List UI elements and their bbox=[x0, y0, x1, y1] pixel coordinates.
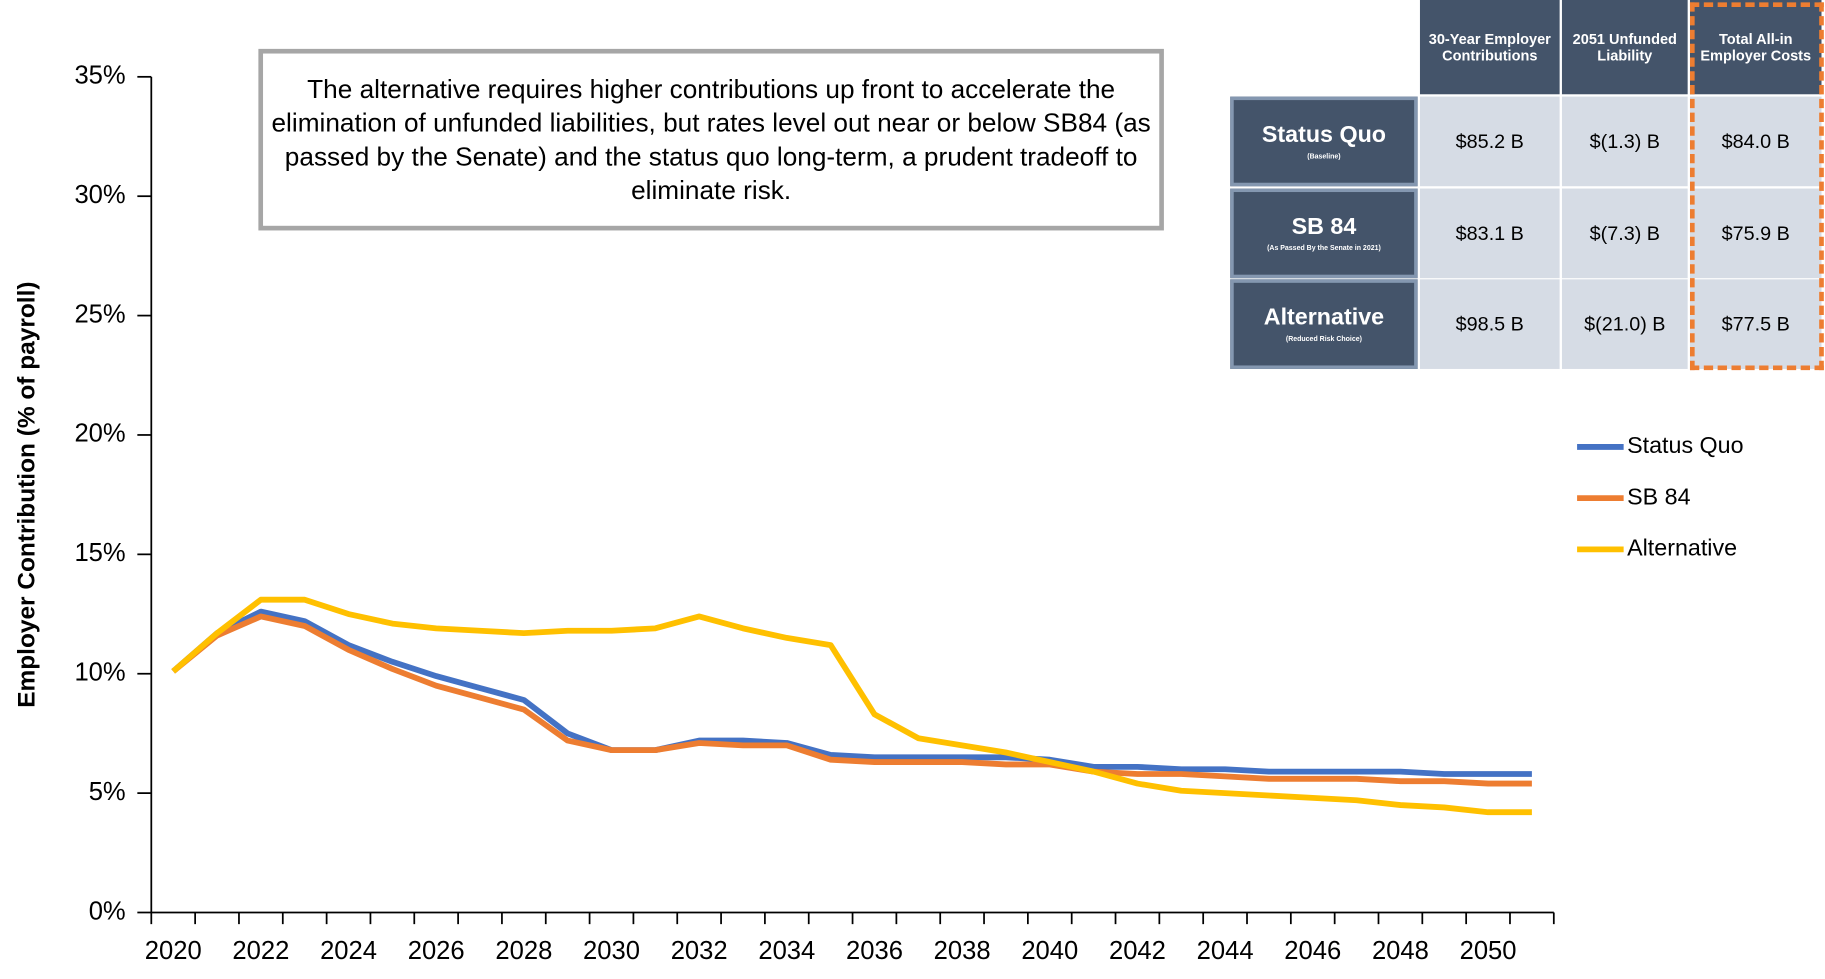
table-cell: $83.1 B bbox=[1419, 188, 1560, 279]
x-tick-label: 2046 bbox=[1284, 937, 1341, 965]
x-tick-label: 2044 bbox=[1197, 937, 1254, 965]
legend-label: Status Quo bbox=[1627, 432, 1743, 458]
column-header: 30-Year Employer Contributions bbox=[1419, 0, 1560, 95]
row-name: Status Quo bbox=[1261, 122, 1387, 148]
line bbox=[171, 613, 1532, 787]
x-tick-label: 2026 bbox=[408, 937, 465, 965]
y-tick-label: 10% bbox=[74, 658, 125, 686]
legend-label: SB 84 bbox=[1627, 483, 1690, 509]
x-tick-label: 2036 bbox=[846, 937, 903, 965]
x-tick-label: 2032 bbox=[671, 937, 728, 965]
table-cell: $85.2 B bbox=[1419, 96, 1560, 187]
table-cell: $(21.0) B bbox=[1561, 279, 1688, 369]
row-header: Status Quo (Baseline) bbox=[1230, 96, 1418, 187]
column-header: 2051 Unfunded Liability bbox=[1561, 0, 1688, 95]
y-tick-label: 35% bbox=[74, 62, 125, 90]
table-cell: $(1.3) B bbox=[1561, 96, 1688, 187]
row-note: (Baseline) bbox=[1307, 153, 1341, 161]
y-tick-label: 25% bbox=[74, 300, 125, 328]
x-tick-label: 2022 bbox=[232, 937, 289, 965]
table-cell: $75.9 B bbox=[1689, 188, 1822, 279]
y-tick-label: 20% bbox=[74, 420, 125, 448]
table-cell: $77.5 B bbox=[1689, 279, 1822, 369]
y-axis-label: Employer Contribution (% of payroll) bbox=[13, 282, 40, 708]
y-tick-label: 30% bbox=[74, 181, 125, 209]
x-tick-label: 2024 bbox=[320, 937, 377, 965]
y-tick-label: 15% bbox=[74, 539, 125, 567]
row-header: Alternative (Reduced Risk Choice) bbox=[1230, 279, 1418, 369]
line bbox=[171, 608, 1532, 777]
table-cell: $98.5 B bbox=[1419, 279, 1560, 369]
column-header: Total All-in Employer Costs bbox=[1689, 0, 1822, 95]
table-cell: $(7.3) B bbox=[1561, 188, 1688, 279]
row-header: SB 84 (As Passed By the Senate in 2021) bbox=[1230, 188, 1418, 279]
legend-label: Alternative bbox=[1627, 535, 1737, 561]
row-note: (Reduced Risk Choice) bbox=[1285, 336, 1362, 344]
x-tick-label: 2030 bbox=[583, 937, 640, 965]
line bbox=[171, 596, 1532, 816]
row-name: Alternative bbox=[1263, 304, 1385, 331]
x-tick-label: 2034 bbox=[758, 937, 815, 965]
x-tick-label: 2048 bbox=[1372, 937, 1429, 965]
x-tick-label: 2042 bbox=[1109, 937, 1166, 965]
x-tick-label: 2050 bbox=[1460, 937, 1517, 965]
row-name: SB 84 bbox=[1291, 214, 1357, 240]
y-tick-label: 0% bbox=[89, 897, 126, 925]
x-tick-label: 2038 bbox=[934, 937, 991, 965]
table-cell: $84.0 B bbox=[1689, 96, 1822, 187]
x-tick-label: 2020 bbox=[145, 937, 202, 965]
x-tick-label: 2040 bbox=[1021, 937, 1078, 965]
x-tick-label: 2028 bbox=[495, 937, 552, 965]
y-tick-label: 5% bbox=[89, 778, 126, 806]
row-note: (As Passed By the Senate in 2021) bbox=[1267, 245, 1381, 253]
annotation: The alternative requires higher contribu… bbox=[258, 48, 1164, 231]
